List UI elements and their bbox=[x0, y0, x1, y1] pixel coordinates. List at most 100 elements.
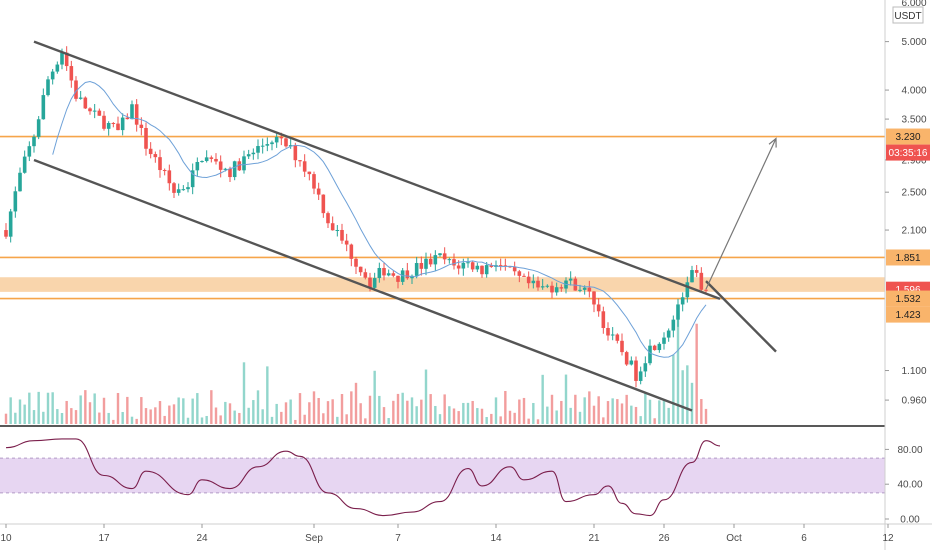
volume-bar bbox=[387, 418, 390, 424]
time-tick-label: 12 bbox=[882, 533, 894, 544]
candle-body bbox=[78, 97, 83, 99]
candle-body bbox=[13, 191, 18, 212]
volume-bar bbox=[294, 419, 297, 424]
unit-label-box bbox=[892, 6, 924, 24]
volume-bar bbox=[340, 394, 344, 424]
volume-bar bbox=[424, 369, 428, 424]
volume-bar bbox=[658, 400, 661, 424]
candle-body bbox=[694, 270, 699, 273]
volume-bar bbox=[527, 418, 530, 424]
volume-bar bbox=[415, 406, 418, 424]
unit-label: USDT bbox=[894, 11, 921, 22]
time-axis[interactable]: 10 17 24 Sep 7 14 21 26 Oct 6 12 bbox=[0, 523, 932, 544]
volume-bar bbox=[93, 393, 96, 424]
candle-body bbox=[452, 259, 456, 266]
volume-bar bbox=[116, 392, 120, 424]
candle-body bbox=[610, 334, 615, 336]
candle-body bbox=[69, 66, 74, 81]
horizontal-levels bbox=[0, 135, 885, 300]
candle-body bbox=[298, 160, 302, 162]
candle-body bbox=[106, 123, 111, 129]
volume-bar bbox=[396, 393, 400, 424]
candle-body bbox=[517, 271, 522, 276]
volume-bar bbox=[135, 418, 138, 424]
candle-body bbox=[330, 223, 335, 231]
volume-bar bbox=[28, 392, 31, 424]
candle-body bbox=[666, 330, 671, 338]
rsi-panel[interactable] bbox=[0, 438, 885, 517]
price-tick-label: 1.100 bbox=[901, 366, 926, 377]
candle-body bbox=[634, 360, 638, 381]
price-scale[interactable]: USDT 5.000 4.000 3.500 2.900 2.500 2.100 1.100… bbox=[884, 0, 930, 550]
candle-body bbox=[489, 265, 494, 267]
volume-bar bbox=[107, 412, 110, 424]
time-tick-label: 10 bbox=[0, 533, 12, 544]
candle-body bbox=[578, 289, 582, 291]
candle-body bbox=[237, 161, 242, 171]
volume-bar bbox=[364, 418, 367, 424]
volume-bar bbox=[578, 411, 582, 424]
volume-bar bbox=[60, 413, 64, 424]
volume-bar bbox=[653, 418, 656, 424]
price-badge bbox=[886, 128, 930, 145]
candle-body bbox=[606, 328, 610, 336]
candle-body bbox=[139, 124, 144, 128]
volume-bar bbox=[634, 406, 638, 424]
candle-body bbox=[512, 267, 517, 272]
volume-bar bbox=[611, 398, 614, 424]
rsi-tick-label: 0.00 bbox=[900, 515, 920, 526]
volume-bar bbox=[564, 374, 568, 424]
candle-body bbox=[288, 145, 293, 147]
volume-bar bbox=[158, 401, 162, 424]
volume-bar bbox=[648, 399, 652, 424]
candle-body bbox=[526, 276, 531, 284]
volume-bar bbox=[88, 402, 92, 424]
volume-bar bbox=[214, 407, 218, 424]
candle-body bbox=[162, 170, 167, 172]
candle-body bbox=[97, 110, 102, 116]
candle-body bbox=[620, 340, 624, 353]
price-badge bbox=[886, 290, 930, 307]
volume-bar bbox=[168, 405, 171, 424]
volume-bars bbox=[4, 316, 708, 424]
candle-body bbox=[340, 229, 344, 241]
candle-body bbox=[466, 262, 470, 264]
candle-body bbox=[643, 363, 648, 372]
candle-body bbox=[424, 258, 428, 269]
volume-bar bbox=[410, 397, 414, 424]
candle-body bbox=[363, 272, 368, 278]
price-panel[interactable] bbox=[0, 40, 885, 424]
candle-body bbox=[587, 287, 592, 292]
candle-body bbox=[256, 146, 260, 153]
candle-body bbox=[83, 97, 88, 109]
channel-line bbox=[33, 40, 721, 300]
volume-bar bbox=[569, 407, 572, 424]
candle-body bbox=[134, 104, 139, 125]
candle-body bbox=[522, 275, 526, 277]
volume-bar bbox=[382, 407, 386, 424]
candle-body bbox=[195, 161, 200, 171]
candle-body bbox=[503, 265, 508, 267]
candle-body bbox=[568, 278, 573, 281]
candle-body bbox=[307, 171, 312, 175]
candle-body bbox=[335, 229, 340, 231]
candle-body bbox=[55, 64, 60, 72]
volume-bar bbox=[228, 403, 232, 424]
volume-bar bbox=[429, 394, 432, 424]
candle-body bbox=[60, 52, 64, 65]
volume-bar bbox=[541, 374, 544, 424]
volume-bar bbox=[23, 404, 26, 424]
volume-bar bbox=[592, 405, 596, 424]
candle-body bbox=[293, 145, 298, 161]
price-badge-label: 1.532 bbox=[895, 294, 920, 305]
volume-bar bbox=[345, 414, 348, 424]
volume-bar bbox=[368, 395, 372, 424]
candle-body bbox=[536, 280, 540, 288]
candle-body bbox=[372, 278, 377, 288]
candle-body bbox=[391, 273, 396, 276]
volume-bar bbox=[280, 411, 283, 424]
candle-body bbox=[652, 345, 657, 351]
volume-bar bbox=[434, 405, 437, 424]
projection-arrow bbox=[705, 137, 777, 290]
